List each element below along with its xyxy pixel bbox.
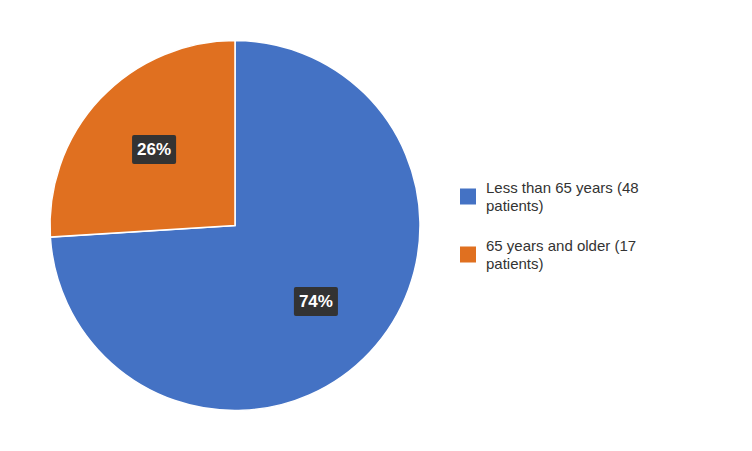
data-label-box bbox=[132, 135, 176, 164]
legend-label: Less than 65 years (48patients) bbox=[486, 179, 639, 214]
legend-label: 65 years and older (17patients) bbox=[486, 237, 636, 272]
chart-container: 74%26%Less than 65 years (48patients)65 … bbox=[0, 0, 752, 451]
legend-label-line: Less than 65 years (48 bbox=[486, 179, 639, 196]
data-label-box bbox=[294, 287, 338, 316]
data-label: 74% bbox=[299, 292, 333, 311]
pie-slice bbox=[50, 41, 235, 238]
legend-label-line: patients) bbox=[486, 255, 544, 272]
data-labels: 74% 26% bbox=[132, 135, 338, 316]
legend: Less than 65 years (48patients)65 years … bbox=[460, 179, 639, 272]
legend-label-line: patients) bbox=[486, 197, 544, 214]
legend-swatch bbox=[460, 189, 476, 205]
pie-slice bbox=[50, 41, 420, 411]
chart-svg: 74%26%Less than 65 years (48patients)65 … bbox=[0, 0, 752, 451]
legend-swatch bbox=[460, 247, 476, 263]
data-label: 26% bbox=[137, 140, 171, 159]
legend-label-line: 65 years and older (17 bbox=[486, 237, 636, 254]
pie bbox=[50, 41, 420, 411]
